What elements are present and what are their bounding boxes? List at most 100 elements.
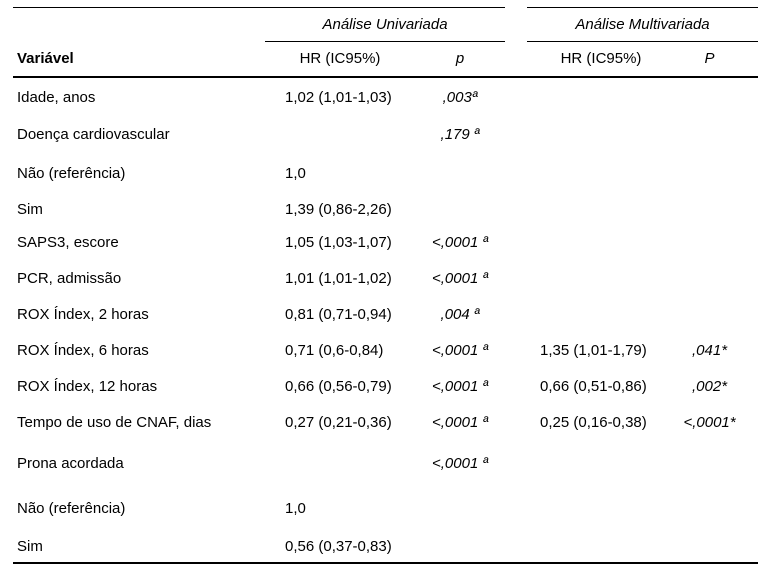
cell-variable: Não (referência)	[17, 500, 126, 517]
cell-gap	[505, 117, 527, 153]
cell-gap	[505, 77, 527, 117]
cell-uni-hr: 1,02 (1,01-1,03)	[285, 88, 392, 106]
cell-multi-hr	[527, 297, 675, 333]
cell-uni-hr: 1,0	[285, 165, 306, 182]
cell-uni-p: <,0001 ª	[432, 378, 489, 395]
cell-gap	[505, 369, 527, 405]
table-row-rox-2h: ROX Índex, 2 horas 0,81 (0,71-0,94) ,004…	[13, 297, 758, 333]
cell-variable: Tempo de uso de CNAF, dias	[17, 414, 212, 431]
cell-multi-hr: 0,66 (0,51-0,86)	[540, 378, 647, 395]
cell-multi-p	[675, 487, 758, 531]
cell-uni-p	[415, 530, 506, 564]
table-row-prona-acordada: Prona acordada <,0001 ª	[13, 441, 758, 487]
cell-variable: PCR, admissão	[17, 270, 122, 287]
cell-gap	[505, 225, 527, 261]
cell-uni-hr: 1,05 (1,03-1,07)	[285, 234, 392, 251]
cell-variable: ROX Índex, 2 horas	[17, 306, 149, 323]
cell-multi-hr	[527, 261, 675, 297]
cell-multi-hr: 1,35 (1,01-1,79)	[540, 342, 647, 359]
cell-gap	[505, 441, 527, 487]
cell-uni-p	[415, 195, 505, 225]
column-header-gap	[505, 41, 528, 78]
cell-uni-p: <,0001 ª	[432, 414, 489, 431]
cell-uni-hr: 0,27 (0,21-0,36)	[285, 414, 392, 431]
table-row-pcr: PCR, admissão 1,01 (1,01-1,02) <,0001 ª	[13, 261, 758, 297]
cell-uni-hr	[265, 117, 415, 153]
column-header-variable: Variável	[13, 41, 265, 78]
cell-uni-hr: 0,56 (0,37-0,83)	[265, 530, 415, 564]
cell-uni-hr: 1,0	[285, 500, 306, 517]
group-header-row: Análise Univariada Análise Multivariada	[13, 7, 758, 42]
cell-uni-hr: 0,66 (0,56-0,79)	[285, 378, 392, 395]
cell-multi-hr: 0,25 (0,16-0,38)	[540, 414, 647, 431]
cell-uni-p: <,0001 ª	[432, 270, 489, 287]
cell-multi-p: <,0001*	[683, 414, 736, 431]
cell-uni-hr: 0,81 (0,71-0,94)	[285, 306, 392, 323]
cell-multi-hr	[527, 77, 675, 117]
table-row-rox-12h: ROX Índex, 12 horas 0,66 (0,56-0,79) <,0…	[13, 369, 758, 405]
cell-uni-hr: 1,39 (0,86-2,26)	[285, 201, 392, 218]
cell-gap	[505, 195, 527, 225]
cell-multi-p	[675, 77, 758, 117]
cell-gap	[505, 405, 527, 441]
cell-gap	[505, 530, 528, 564]
cell-multi-p: ,041*	[692, 342, 728, 359]
cell-multi-p	[675, 441, 758, 487]
cell-multi-hr	[527, 487, 675, 531]
table-row-sim-1: Sim 1,39 (0,86-2,26)	[13, 195, 758, 225]
table-row-nao-referencia-1: Não (referência) 1,0	[13, 153, 758, 195]
cell-uni-p: <,0001 ª	[432, 455, 489, 472]
cell-uni-hr: 0,71 (0,6-0,84)	[285, 342, 384, 359]
cell-variable: SAPS3, escore	[17, 234, 119, 251]
column-header-multi-p: P	[675, 41, 758, 78]
column-header-uni-p: p	[415, 41, 506, 78]
cell-gap	[505, 297, 527, 333]
cell-multi-hr	[527, 153, 675, 195]
cell-gap	[505, 153, 527, 195]
cell-uni-p: ,004 ª	[440, 306, 480, 323]
cell-gap	[505, 261, 527, 297]
cell-uni-p: <,0001 ª	[432, 342, 489, 359]
group-header-multivariate: Análise Multivariada	[527, 7, 758, 42]
cell-multi-hr	[527, 195, 675, 225]
cell-variable: ROX Índex, 6 horas	[17, 342, 149, 359]
column-header-multi-hr: HR (IC95%)	[527, 41, 676, 78]
cell-multi-hr	[527, 117, 675, 153]
cell-uni-p	[415, 487, 505, 531]
cell-variable: Doença cardiovascular	[17, 126, 170, 143]
cell-uni-hr	[265, 441, 415, 487]
cell-gap	[505, 333, 527, 369]
cell-multi-p	[675, 297, 758, 333]
group-header-gap	[505, 8, 527, 42]
cell-uni-p	[415, 153, 505, 195]
group-header-univariate: Análise Univariada	[265, 7, 506, 42]
cell-uni-p: <,0001 ª	[432, 234, 489, 251]
analysis-table: Análise Univariada Análise Multivariada …	[13, 7, 758, 564]
cell-multi-p	[675, 153, 758, 195]
cell-variable: Idade, anos	[17, 88, 96, 106]
table-row-idade: Idade, anos 1,02 (1,01-1,03) ,003ª	[13, 77, 758, 117]
cell-uni-hr: 1,01 (1,01-1,02)	[285, 270, 392, 287]
cell-variable: Sim	[17, 201, 43, 218]
cell-gap	[505, 487, 527, 531]
group-header-variable-spacer	[13, 7, 265, 42]
cell-variable: Não (referência)	[17, 165, 126, 182]
table-row-rox-6h: ROX Índex, 6 horas 0,71 (0,6-0,84) <,000…	[13, 333, 758, 369]
cell-multi-p	[675, 261, 758, 297]
cell-multi-p	[675, 530, 758, 564]
cell-variable: Prona acordada	[17, 455, 124, 472]
cell-multi-hr	[527, 530, 676, 564]
cell-multi-p: ,002*	[692, 378, 728, 395]
column-header-row: Variável HR (IC95%) p HR (IC95%) P	[13, 41, 758, 78]
table-row-tempo-cnaf: Tempo de uso de CNAF, dias 0,27 (0,21-0,…	[13, 405, 758, 441]
table-row-nao-referencia-2: Não (referência) 1,0	[13, 487, 758, 531]
cell-multi-hr	[527, 225, 675, 261]
cell-multi-p	[675, 225, 758, 261]
cell-uni-p: ,179 ª	[440, 126, 480, 143]
cell-variable: Sim	[13, 530, 265, 564]
cell-uni-p: ,003ª	[442, 88, 478, 106]
cell-variable: ROX Índex, 12 horas	[17, 378, 158, 395]
table-row-doenca-cardiovascular: Doença cardiovascular ,179 ª	[13, 117, 758, 153]
column-header-uni-hr: HR (IC95%)	[265, 41, 415, 78]
table-row-sim-2: Sim 0,56 (0,37-0,83)	[13, 530, 758, 564]
